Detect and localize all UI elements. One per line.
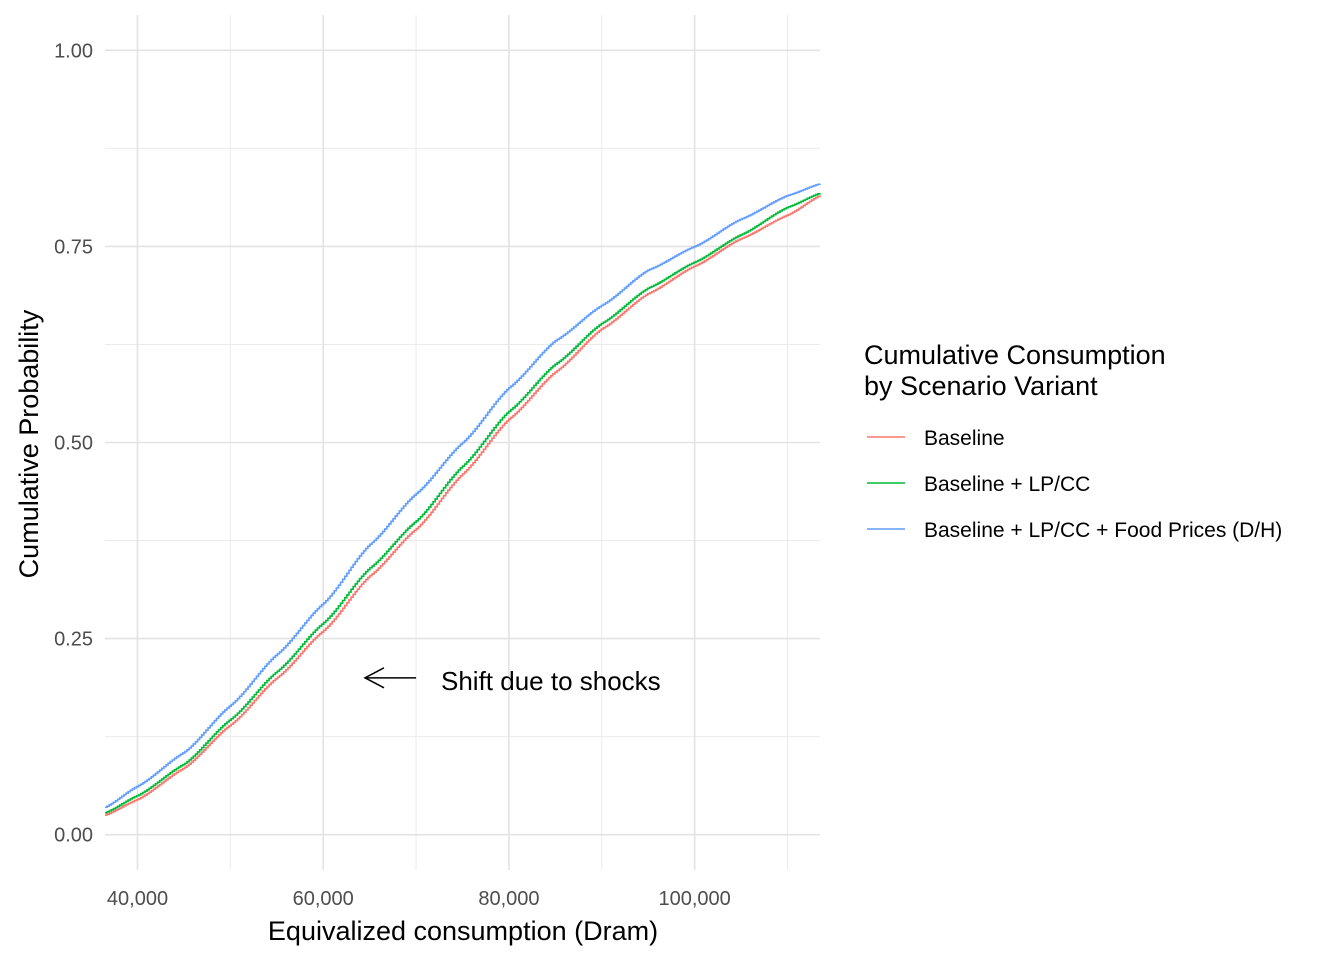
y-tick-label: 0.00 [54,825,93,847]
x-tick-label: 100,000 [658,888,730,910]
annotation-text: Shift due to shocks [441,666,661,696]
annotation: Shift due to shocks [363,666,661,696]
y-tick-label: 0.50 [54,433,93,455]
x-tick-label: 40,000 [107,888,168,910]
series-line-3 [105,183,821,809]
legend-label-2: Baseline + LP/CC [924,473,1090,496]
x-axis-title: Equivalized consumption (Dram) [268,916,658,946]
series-line-2 [105,192,821,814]
y-tick-label: 0.25 [54,629,93,651]
legend-title-line-2: by Scenario Variant [864,371,1098,401]
y-tick-label: 1.00 [54,40,93,62]
x-tick-label: 60,000 [293,888,354,910]
legend: Cumulative Consumption by Scenario Varia… [864,340,1282,542]
legend-label-1: Baseline [924,427,1005,450]
x-tick-label: 80,000 [478,888,539,910]
annotation-arrow-head [363,667,385,689]
legend-label-3: Baseline + LP/CC + Food Prices (D/H) [924,519,1282,542]
series-line-1 [105,195,821,816]
series-lines [105,183,821,816]
legend-items: Baseline Baseline + LP/CC Baseline + LP/CC… [867,427,1282,542]
major-gridlines [105,15,820,870]
x-axis-tick-labels: 40,000 60,000 80,000 100,000 [107,888,731,910]
y-tick-label: 0.75 [54,236,93,258]
y-axis-title: Cumulative Probability [14,309,44,578]
legend-title-line-1: Cumulative Consumption [864,340,1166,370]
y-axis-tick-labels: 0.00 0.25 0.50 0.75 1.00 [54,40,93,846]
